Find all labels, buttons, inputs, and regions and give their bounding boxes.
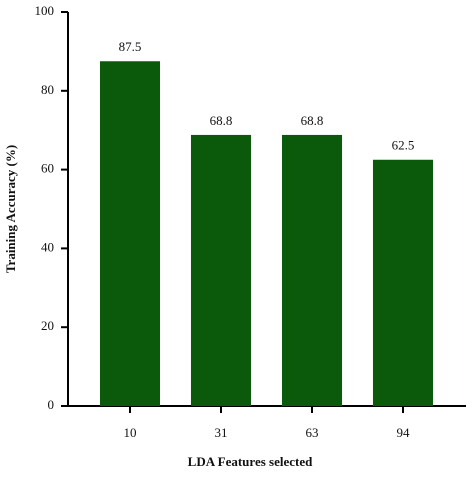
x-axis-title: LDA Features selected — [188, 454, 313, 469]
bar — [190, 134, 252, 407]
value-label: 68.8 — [301, 113, 324, 128]
x-tick-label: 31 — [215, 425, 228, 440]
bar — [99, 61, 161, 406]
y-tick-label: 0 — [48, 397, 55, 412]
y-tick-label: 60 — [41, 161, 54, 176]
bar — [281, 134, 343, 407]
x-tick-label: 94 — [397, 425, 411, 440]
y-axis-title: Training Accuracy (%) — [3, 145, 18, 273]
y-tick-label: 20 — [41, 318, 54, 333]
y-tick-label: 40 — [41, 239, 54, 254]
value-label: 62.5 — [392, 138, 415, 153]
y-tick-label: 100 — [35, 3, 55, 18]
x-tick-label: 63 — [306, 425, 319, 440]
value-label: 87.5 — [119, 39, 142, 54]
bar — [372, 159, 434, 406]
y-tick-label: 80 — [41, 82, 54, 97]
x-tick-label: 10 — [124, 425, 137, 440]
value-label: 68.8 — [210, 113, 233, 128]
